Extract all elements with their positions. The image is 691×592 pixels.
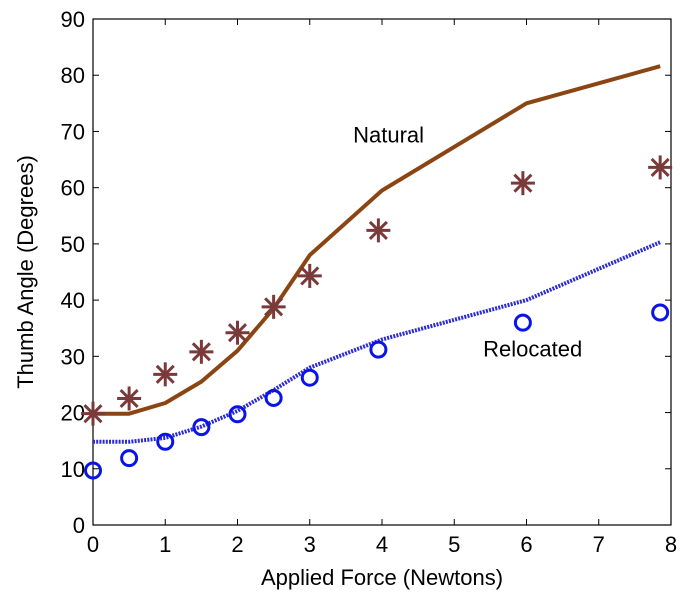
- circle-marker: [84, 461, 102, 480]
- circle-marker: [156, 432, 175, 451]
- series-layer: [81, 64, 673, 480]
- annotation-label: Natural: [353, 123, 424, 148]
- star-marker: [153, 362, 178, 387]
- y-tick-label: 70: [61, 119, 85, 144]
- x-axis-label: Applied Force (Newtons): [261, 565, 503, 590]
- plot-area: [92, 18, 672, 526]
- circle-marker: [264, 388, 283, 407]
- star-marker: [510, 171, 535, 196]
- star-marker: [261, 294, 286, 319]
- star-marker: [648, 155, 673, 180]
- x-tick-label: 8: [665, 532, 677, 557]
- circle-marker: [513, 313, 532, 332]
- y-tick-label: 60: [61, 176, 85, 201]
- annotation-label: Relocated: [483, 336, 582, 361]
- y-tick-label: 20: [61, 401, 85, 426]
- x-tick-label: 1: [159, 532, 171, 557]
- x-tick-label: 6: [520, 532, 532, 557]
- x-tick-label: 0: [87, 532, 99, 557]
- y-tick-label: 90: [61, 7, 85, 32]
- star-marker: [81, 401, 105, 426]
- star-marker: [297, 263, 322, 288]
- circle-marker: [228, 405, 247, 424]
- x-tick-label: 7: [593, 532, 605, 557]
- x-axis: 0 1 2 3 4 5 6 7 8: [87, 19, 677, 557]
- circle-marker: [369, 340, 388, 359]
- x-tick-label: 5: [448, 532, 460, 557]
- x-tick-label: 4: [376, 532, 388, 557]
- star-marker: [117, 386, 142, 411]
- y-tick-label: 30: [61, 344, 85, 369]
- series-line-1: [93, 240, 661, 444]
- series-line-0: [93, 64, 661, 416]
- circle-marker: [300, 368, 319, 387]
- y-tick-label: 50: [61, 232, 85, 257]
- y-axis: 0 10 20 30 40 50 60 70 80 90: [61, 7, 671, 538]
- y-tick-label: 40: [61, 288, 85, 313]
- circle-marker: [651, 303, 670, 322]
- x-tick-label: 2: [231, 532, 243, 557]
- star-marker: [189, 339, 214, 364]
- circle-marker: [192, 418, 211, 437]
- y-axis-label: Thumb Angle (Degrees): [13, 155, 38, 389]
- circle-marker: [120, 449, 139, 468]
- y-tick-label: 0: [73, 513, 85, 538]
- y-tick-label: 80: [61, 63, 85, 88]
- star-marker: [366, 218, 391, 243]
- star-marker: [225, 320, 250, 345]
- x-tick-label: 3: [304, 532, 316, 557]
- plot-border: [92, 18, 672, 526]
- y-tick-label: 10: [61, 457, 85, 482]
- annotations: Natural Relocated: [353, 123, 582, 362]
